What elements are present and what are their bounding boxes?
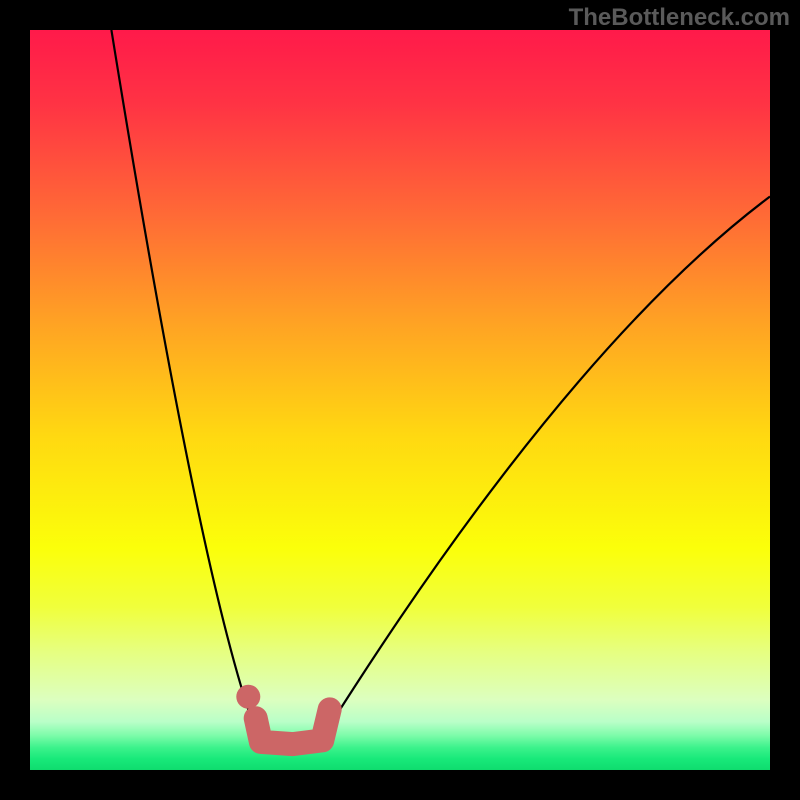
watermark-text: TheBottleneck.com xyxy=(569,4,790,32)
optimum-marker-dot xyxy=(236,685,260,709)
chart-container: { "canvas": { "width": 800, "height": 80… xyxy=(0,0,800,800)
plot-background xyxy=(30,30,770,770)
bottleneck-chart xyxy=(0,0,800,800)
